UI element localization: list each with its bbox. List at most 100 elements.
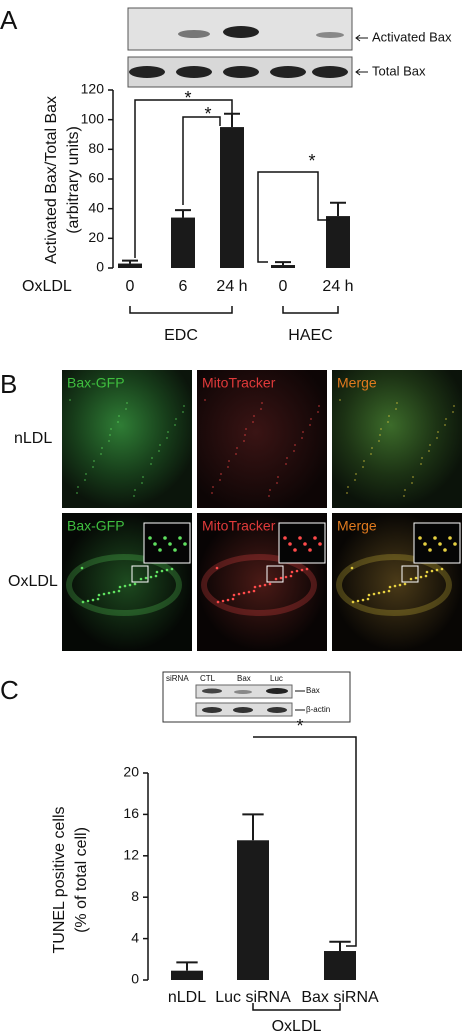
significance-bracket bbox=[182, 116, 221, 205]
puncta bbox=[350, 566, 354, 570]
zoom-box bbox=[131, 565, 149, 583]
speckle bbox=[245, 428, 247, 430]
speckle bbox=[420, 463, 422, 465]
speckle bbox=[294, 444, 296, 446]
error-bar bbox=[329, 940, 351, 952]
puncta bbox=[303, 542, 307, 546]
puncta bbox=[102, 592, 106, 596]
puncta bbox=[123, 584, 127, 588]
speckle bbox=[421, 457, 423, 459]
blot-header: Bax bbox=[237, 674, 251, 683]
speckle bbox=[380, 428, 382, 430]
speckle bbox=[429, 444, 431, 446]
significance-bracket bbox=[253, 736, 357, 947]
speckle bbox=[301, 437, 303, 439]
speckle bbox=[133, 495, 135, 497]
puncta bbox=[158, 548, 162, 552]
speckle bbox=[125, 408, 127, 410]
speckle bbox=[268, 495, 270, 497]
puncta bbox=[440, 567, 444, 571]
speckle bbox=[212, 486, 214, 488]
blot-header: Luc bbox=[270, 674, 283, 683]
puncta bbox=[160, 569, 164, 573]
puncta bbox=[289, 574, 293, 578]
puncta bbox=[139, 577, 143, 581]
bar bbox=[220, 127, 244, 268]
significance-star: * bbox=[296, 716, 303, 736]
puncta bbox=[308, 548, 312, 552]
speckle bbox=[276, 482, 278, 484]
bar bbox=[171, 970, 203, 980]
y-tick-label: 12 bbox=[123, 847, 139, 863]
speckle bbox=[286, 457, 288, 459]
speckle bbox=[436, 437, 438, 439]
speckle bbox=[428, 450, 430, 452]
puncta bbox=[414, 576, 418, 580]
speckle bbox=[151, 457, 153, 459]
cell bbox=[336, 554, 452, 616]
y-tick-label: 60 bbox=[88, 170, 104, 186]
significance-bracket bbox=[257, 171, 330, 263]
speckle bbox=[269, 489, 271, 491]
puncta bbox=[288, 542, 292, 546]
puncta bbox=[284, 575, 288, 579]
puncta bbox=[168, 542, 172, 546]
puncta bbox=[356, 599, 360, 603]
speckle bbox=[378, 440, 380, 442]
puncta bbox=[242, 591, 246, 595]
y-axis-label: (% of total cell) bbox=[73, 827, 90, 933]
x-tick-label: 24 h bbox=[216, 278, 247, 295]
puncta bbox=[170, 567, 174, 571]
blot-header: siRNA bbox=[166, 674, 189, 683]
x-tick-label: nLDL bbox=[168, 989, 206, 1006]
puncta bbox=[144, 576, 148, 580]
speckle bbox=[117, 421, 119, 423]
speckle bbox=[77, 486, 79, 488]
puncta bbox=[398, 583, 402, 587]
puncta bbox=[81, 600, 85, 604]
puncta bbox=[300, 568, 304, 572]
blot-label: Activated Bax bbox=[372, 29, 452, 44]
y-tick-label: 20 bbox=[88, 229, 104, 245]
puncta bbox=[290, 570, 294, 574]
panel-label: A bbox=[0, 5, 18, 35]
x-tick-label: 24 h bbox=[322, 278, 353, 295]
speckle bbox=[379, 434, 381, 436]
puncta bbox=[453, 542, 457, 546]
micrograph bbox=[197, 370, 327, 508]
speckle bbox=[317, 411, 319, 413]
puncta bbox=[107, 591, 111, 595]
speckle bbox=[412, 476, 414, 478]
error-bar bbox=[176, 961, 198, 971]
speckle bbox=[354, 479, 356, 481]
group-label: HAEC bbox=[288, 327, 332, 344]
bar bbox=[171, 217, 195, 268]
cell bbox=[201, 554, 317, 616]
zoom-box bbox=[401, 565, 419, 583]
blot-a bbox=[127, 7, 368, 88]
speckle bbox=[363, 460, 365, 462]
speckle bbox=[108, 440, 110, 442]
error-bar bbox=[330, 201, 346, 217]
speckle bbox=[253, 415, 255, 417]
puncta bbox=[118, 585, 122, 589]
error-bar bbox=[122, 259, 138, 264]
puncta bbox=[433, 536, 437, 540]
puncta bbox=[153, 542, 157, 546]
speckle bbox=[445, 418, 447, 420]
blot-c bbox=[162, 671, 351, 723]
group-label: OxLDL bbox=[272, 1018, 322, 1031]
speckle bbox=[219, 479, 221, 481]
puncta bbox=[252, 589, 256, 593]
puncta bbox=[430, 569, 434, 573]
speckle bbox=[166, 437, 168, 439]
puncta bbox=[247, 590, 251, 594]
puncta bbox=[382, 590, 386, 594]
significance-bracket bbox=[134, 99, 233, 258]
speckle bbox=[220, 473, 222, 475]
puncta bbox=[295, 569, 299, 573]
puncta bbox=[366, 597, 370, 601]
speckle bbox=[260, 408, 262, 410]
speckle bbox=[452, 411, 454, 413]
speckle bbox=[175, 418, 177, 420]
